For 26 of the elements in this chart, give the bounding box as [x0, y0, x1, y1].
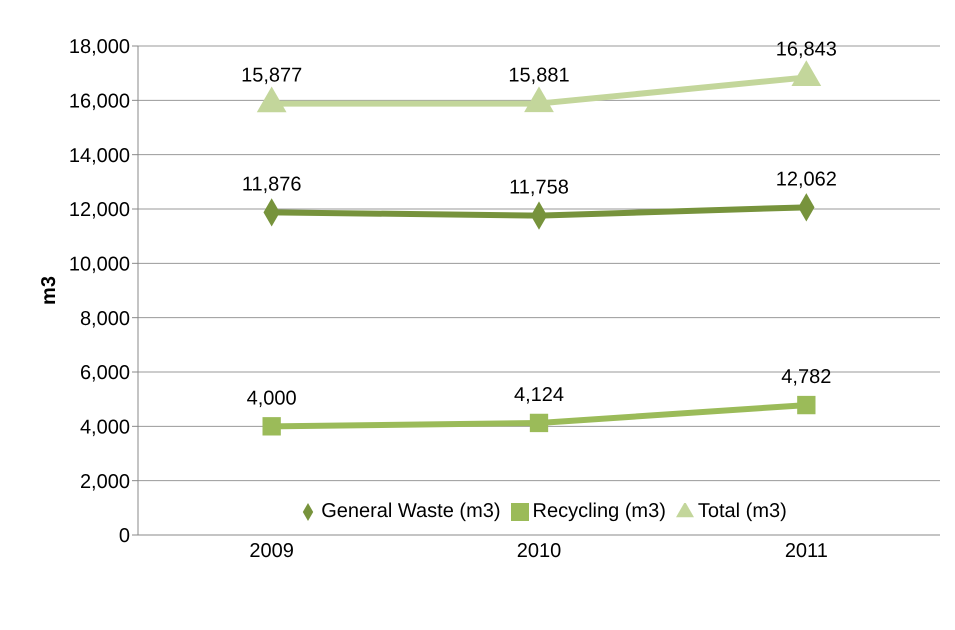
x-tick-label: 2010 [516, 540, 562, 562]
y-tick-label: 4,000 [80, 416, 130, 438]
data-label: 4,782 [781, 366, 832, 388]
legend-label: Total (m3) [698, 500, 787, 522]
data-label: 4,000 [246, 387, 297, 410]
y-tick-label: 12,000 [68, 199, 130, 222]
data-label: 15,881 [508, 64, 570, 87]
data-label: 15,877 [241, 64, 302, 87]
data-label: 11,758 [509, 176, 569, 199]
y-tick-label: 8,000 [80, 308, 130, 330]
x-tick-label: 2011 [784, 540, 828, 562]
legend-label: General Waste (m3) [321, 500, 501, 522]
data-label: 12,062 [776, 168, 837, 190]
y-tick-label: 10,000 [68, 253, 130, 276]
y-tick-label: 2,000 [80, 470, 130, 493]
y-tick-label: 16,000 [68, 90, 130, 112]
y-tick-label: 14,000 [68, 144, 130, 167]
data-label: 16,843 [776, 38, 837, 60]
data-label: 4,124 [514, 384, 564, 406]
y-tick-label: 18,000 [68, 36, 130, 58]
x-tick-label: 2009 [249, 540, 294, 562]
y-tick-label: 0 [118, 525, 130, 548]
y-tick-label: 6,000 [80, 362, 130, 384]
legend-label: Recycling (m3) [532, 500, 666, 522]
y-axis-title: m3 [38, 276, 60, 305]
data-label: 11,876 [242, 173, 302, 196]
